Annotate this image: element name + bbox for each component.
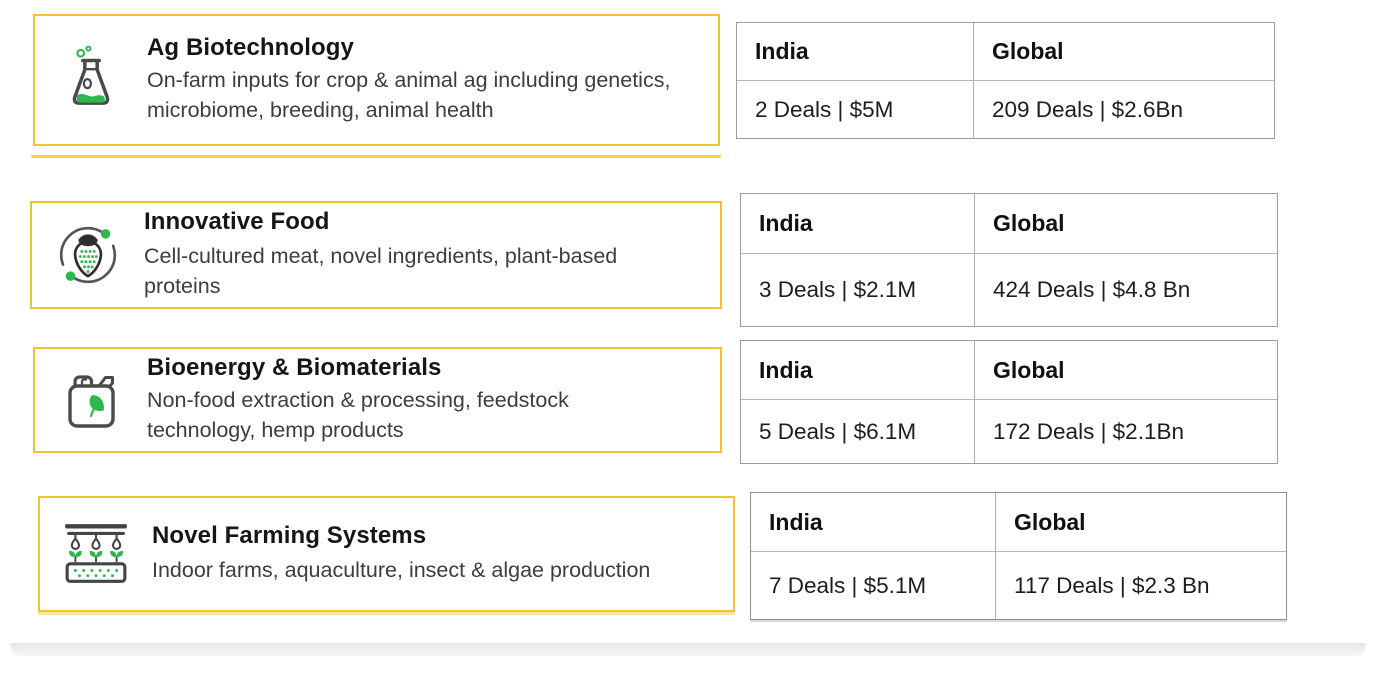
india-value: 3 Deals | $2.1M [741, 253, 974, 326]
global-value: 209 Deals | $2.6Bn [973, 80, 1274, 138]
category-description: Non-food extraction & processing, feedst… [147, 388, 569, 442]
india-header: India [755, 38, 809, 64]
india-header: India [759, 356, 813, 383]
global-header: Global [995, 493, 1286, 551]
strawberry-recycle-icon [32, 222, 144, 288]
category-description: On-farm inputs for crop & animal ag incl… [147, 68, 671, 122]
india-value: 7 Deals | $5.1M [751, 551, 995, 619]
deals-table-innovative-food: India Global 3 Deals | $2.1M 424 Deals |… [740, 193, 1278, 327]
deals-table-bioenergy-biomaterials: India Global 5 Deals | $6.1M 172 Deals |… [740, 340, 1278, 464]
flask-icon [35, 45, 147, 115]
category-card-novel-farming-systems: Novel Farming Systems Indoor farms, aqua… [38, 496, 735, 612]
category-title: Ag Biotechnology [147, 34, 354, 62]
category-title: Novel Farming Systems [152, 522, 427, 550]
irrigation-sprinkler-icon [40, 521, 152, 587]
yellow-divider [31, 155, 721, 158]
fuel-can-leaf-icon [35, 368, 147, 432]
global-header: Global [973, 23, 1274, 80]
deals-table-ag-biotechnology: India Global 2 Deals | $5M 209 Deals | $… [736, 22, 1275, 139]
india-value: 2 Deals | $5M [737, 80, 973, 138]
india-header: India [769, 508, 823, 535]
global-value: 117 Deals | $2.3 Bn [995, 551, 1286, 619]
category-card-bioenergy-biomaterials: Bioenergy & Biomaterials Non-food extrac… [33, 347, 722, 453]
global-value: 424 Deals | $4.8 Bn [974, 253, 1277, 326]
global-value: 172 Deals | $2.1Bn [974, 399, 1277, 463]
category-card-innovative-food: Innovative Food Cell-cultured meat, nove… [30, 201, 722, 309]
global-header: Global [974, 341, 1277, 399]
global-header: Global [974, 194, 1277, 253]
category-title: Innovative Food [144, 208, 330, 236]
category-description: Indoor farms, aquaculture, insect & alga… [152, 558, 651, 583]
page-bottom-edge [10, 643, 1366, 656]
category-description: Cell-cultured meat, novel ingredients, p… [144, 244, 618, 298]
india-header: India [759, 210, 813, 236]
deals-table-novel-farming-systems: India Global 7 Deals | $5.1M 117 Deals |… [750, 492, 1287, 620]
india-value: 5 Deals | $6.1M [741, 399, 974, 463]
category-card-ag-biotechnology: Ag Biotechnology On-farm inputs for crop… [33, 14, 720, 146]
category-title: Bioenergy & Biomaterials [147, 354, 442, 382]
